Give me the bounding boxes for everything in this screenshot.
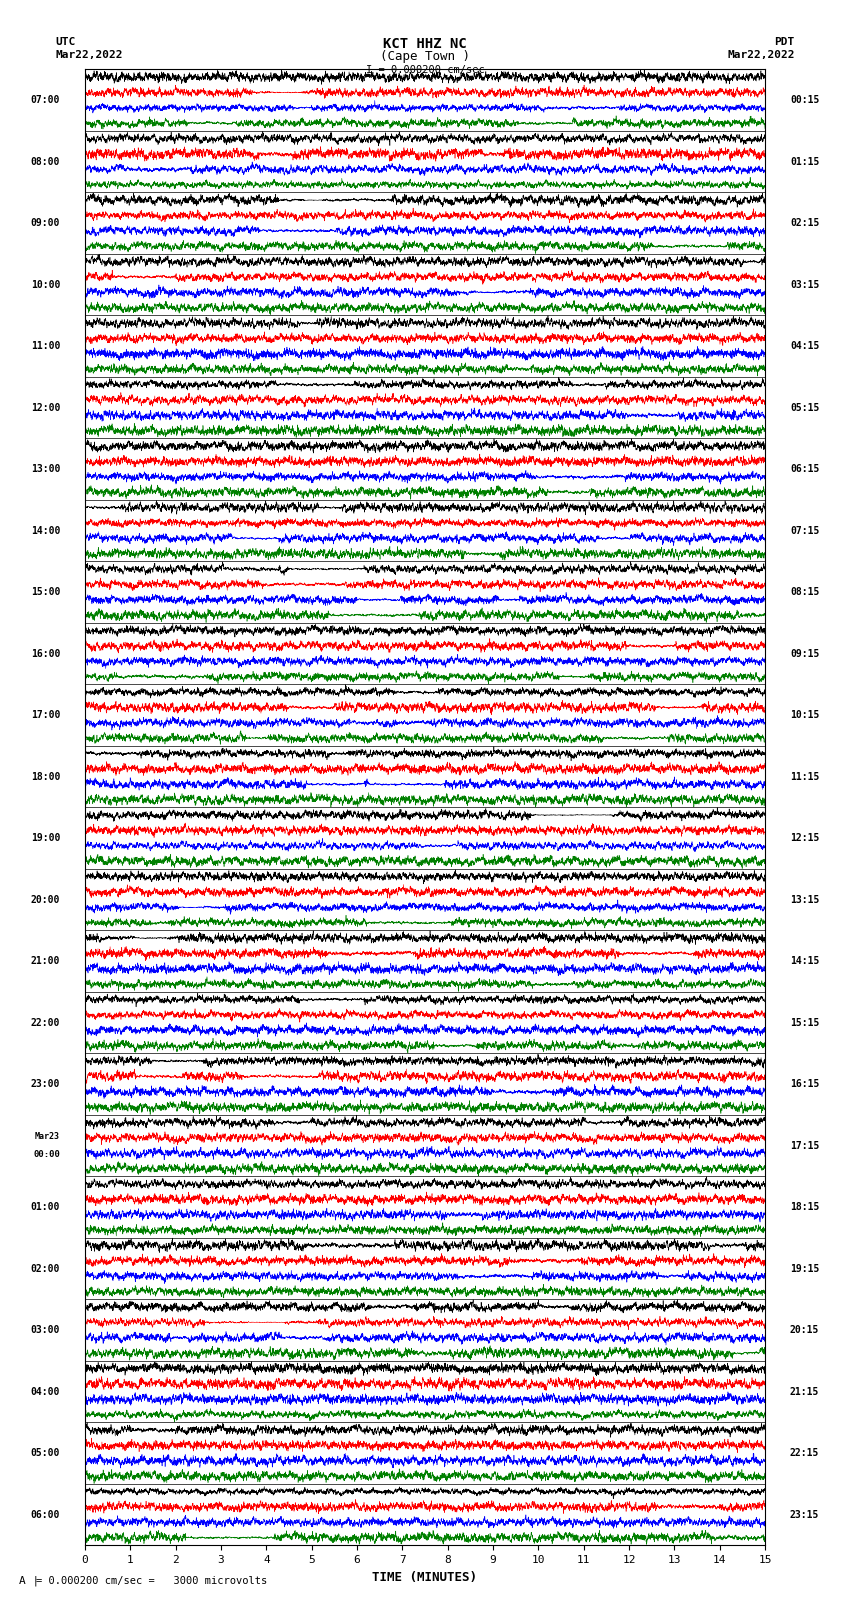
Text: UTC: UTC bbox=[55, 37, 76, 47]
Text: 12:00: 12:00 bbox=[31, 403, 60, 413]
Text: 18:00: 18:00 bbox=[31, 771, 60, 782]
Text: 17:00: 17:00 bbox=[31, 710, 60, 719]
Text: 10:00: 10:00 bbox=[31, 279, 60, 290]
Text: 15:15: 15:15 bbox=[790, 1018, 819, 1027]
Text: (Cape Town ): (Cape Town ) bbox=[380, 50, 470, 63]
Text: = 0.000200 cm/sec =   3000 microvolts: = 0.000200 cm/sec = 3000 microvolts bbox=[36, 1576, 267, 1586]
Text: 12:15: 12:15 bbox=[790, 832, 819, 844]
Text: 09:00: 09:00 bbox=[31, 218, 60, 227]
Text: 05:00: 05:00 bbox=[31, 1448, 60, 1458]
Text: 21:15: 21:15 bbox=[790, 1387, 819, 1397]
Text: 23:15: 23:15 bbox=[790, 1510, 819, 1519]
Text: Mar22,2022: Mar22,2022 bbox=[55, 50, 122, 60]
X-axis label: TIME (MINUTES): TIME (MINUTES) bbox=[372, 1571, 478, 1584]
Text: 07:15: 07:15 bbox=[790, 526, 819, 536]
Text: 06:00: 06:00 bbox=[31, 1510, 60, 1519]
Text: 02:15: 02:15 bbox=[790, 218, 819, 227]
Text: 07:00: 07:00 bbox=[31, 95, 60, 105]
Text: 04:00: 04:00 bbox=[31, 1387, 60, 1397]
Text: 16:00: 16:00 bbox=[31, 648, 60, 658]
Text: 22:00: 22:00 bbox=[31, 1018, 60, 1027]
Text: 10:15: 10:15 bbox=[790, 710, 819, 719]
Text: 09:15: 09:15 bbox=[790, 648, 819, 658]
Text: 19:00: 19:00 bbox=[31, 832, 60, 844]
Text: 16:15: 16:15 bbox=[790, 1079, 819, 1089]
Text: 01:15: 01:15 bbox=[790, 156, 819, 166]
Text: KCT HHZ NC: KCT HHZ NC bbox=[383, 37, 467, 52]
Text: 23:00: 23:00 bbox=[31, 1079, 60, 1089]
Text: 15:00: 15:00 bbox=[31, 587, 60, 597]
Text: 13:00: 13:00 bbox=[31, 465, 60, 474]
Text: 13:15: 13:15 bbox=[790, 895, 819, 905]
Text: 00:00: 00:00 bbox=[33, 1150, 60, 1160]
Text: 21:00: 21:00 bbox=[31, 957, 60, 966]
Text: 00:15: 00:15 bbox=[790, 95, 819, 105]
Text: 19:15: 19:15 bbox=[790, 1263, 819, 1274]
Text: 08:15: 08:15 bbox=[790, 587, 819, 597]
Text: 03:15: 03:15 bbox=[790, 279, 819, 290]
Text: 11:00: 11:00 bbox=[31, 340, 60, 352]
Text: 03:00: 03:00 bbox=[31, 1324, 60, 1336]
Text: A |: A | bbox=[19, 1574, 39, 1586]
Text: 20:15: 20:15 bbox=[790, 1324, 819, 1336]
Text: 17:15: 17:15 bbox=[790, 1140, 819, 1150]
Text: 08:00: 08:00 bbox=[31, 156, 60, 166]
Text: 14:00: 14:00 bbox=[31, 526, 60, 536]
Text: Mar23: Mar23 bbox=[35, 1132, 60, 1140]
Text: 18:15: 18:15 bbox=[790, 1202, 819, 1211]
Text: 05:15: 05:15 bbox=[790, 403, 819, 413]
Text: 02:00: 02:00 bbox=[31, 1263, 60, 1274]
Text: 22:15: 22:15 bbox=[790, 1448, 819, 1458]
Text: Mar22,2022: Mar22,2022 bbox=[728, 50, 795, 60]
Text: 20:00: 20:00 bbox=[31, 895, 60, 905]
Text: PDT: PDT bbox=[774, 37, 795, 47]
Text: 04:15: 04:15 bbox=[790, 340, 819, 352]
Text: 14:15: 14:15 bbox=[790, 957, 819, 966]
Text: 06:15: 06:15 bbox=[790, 465, 819, 474]
Text: I = 0.000200 cm/sec: I = 0.000200 cm/sec bbox=[366, 65, 484, 74]
Text: 01:00: 01:00 bbox=[31, 1202, 60, 1211]
Text: 11:15: 11:15 bbox=[790, 771, 819, 782]
